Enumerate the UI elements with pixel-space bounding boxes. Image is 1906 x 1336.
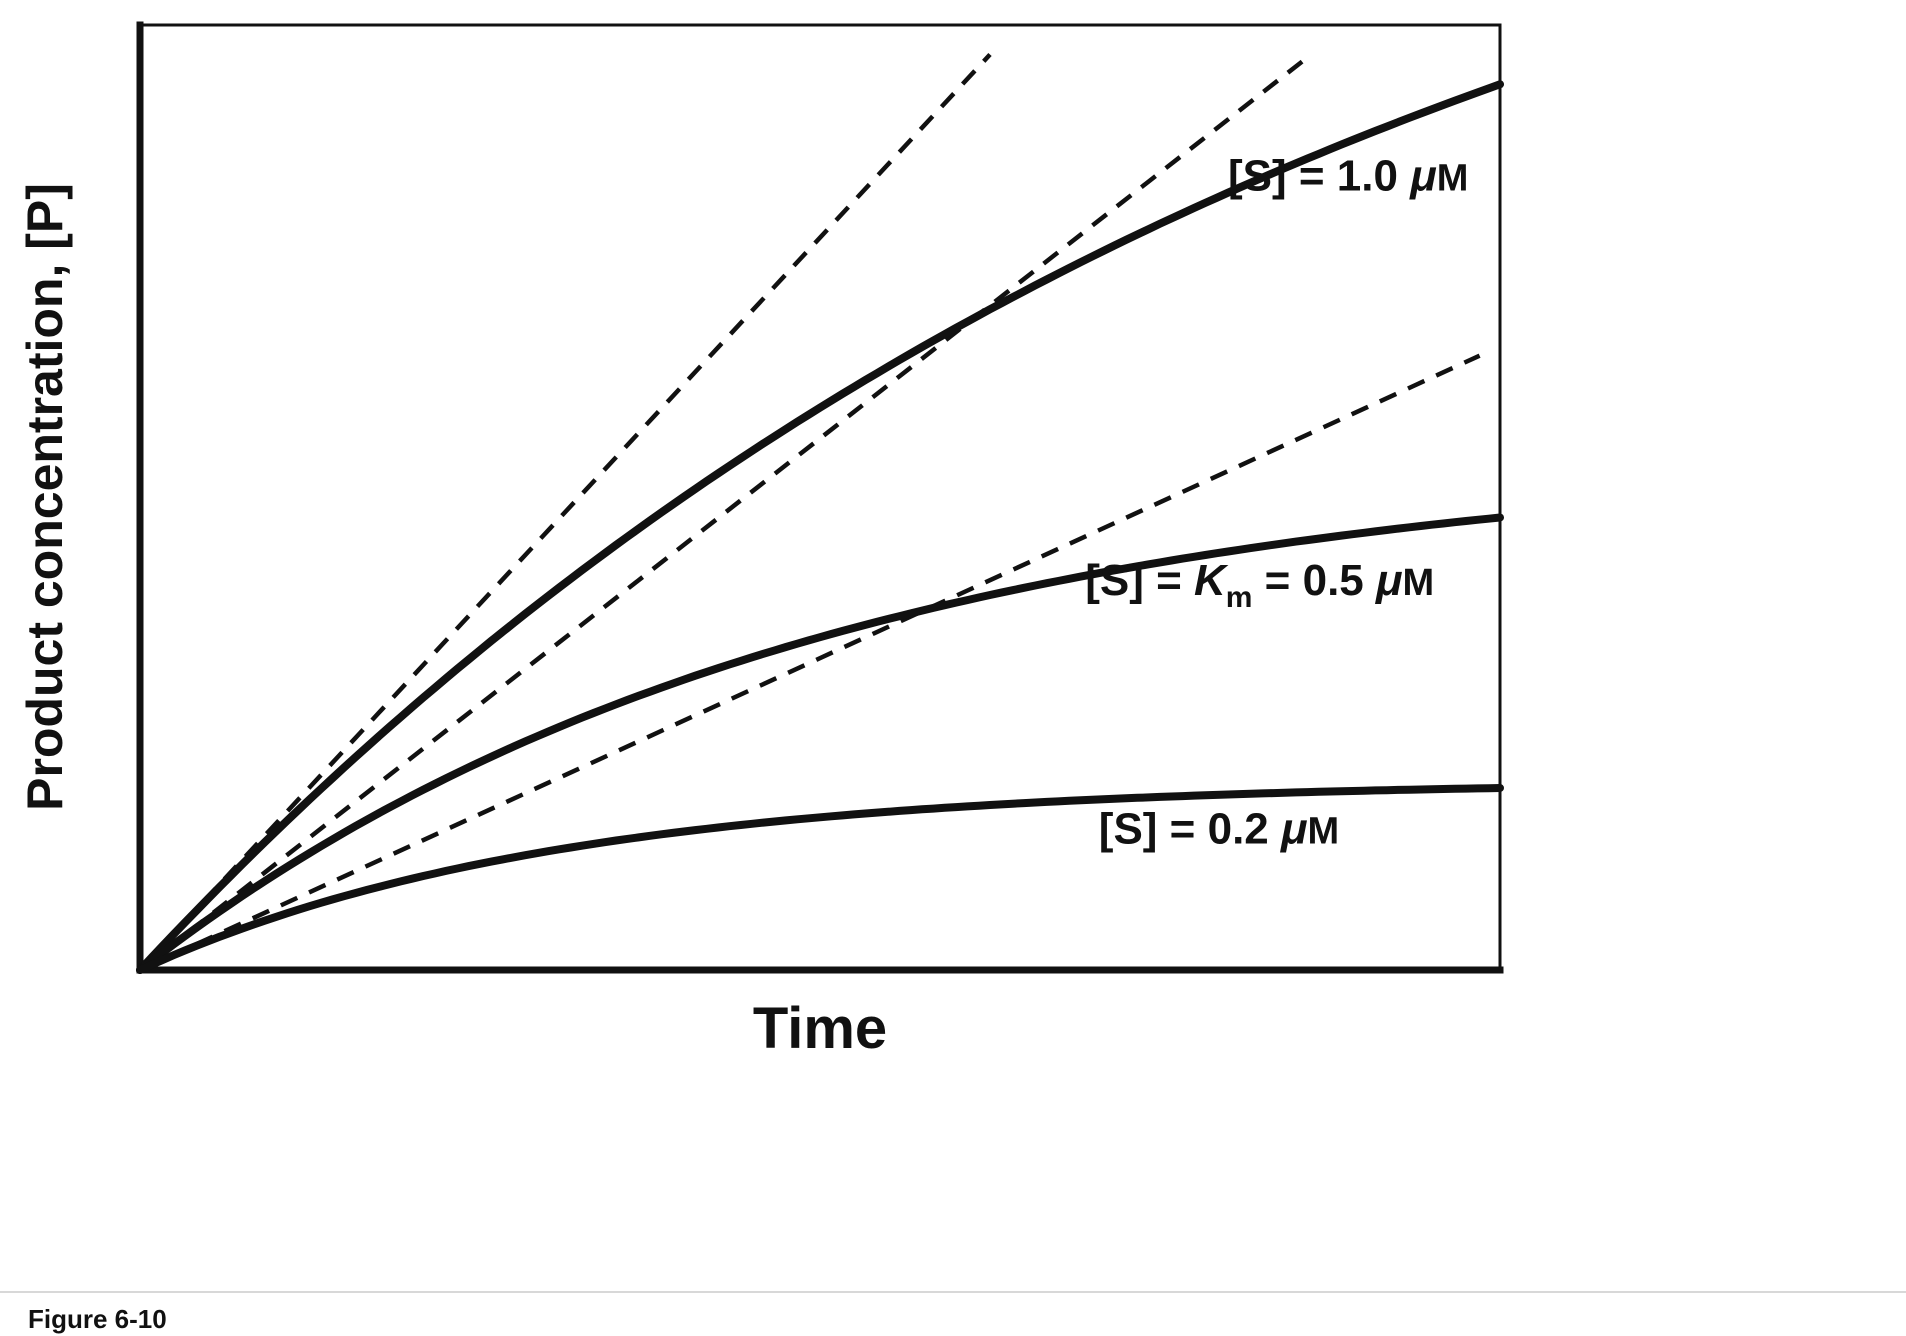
curve-label: [S] = 1.0 μM (1228, 151, 1468, 200)
curve-label: [S] = 0.2 μM (1099, 804, 1339, 853)
curve-label: [S] = Km = 0.5 μM (1085, 556, 1434, 614)
x-axis-label: Time (753, 996, 887, 1061)
figure-caption: Figure 6-10 (28, 1304, 167, 1334)
progress-curves (136, 80, 1504, 974)
y-axis-label: Product concentration, [P] (17, 183, 73, 811)
progress-curve (136, 784, 1504, 974)
initial-velocity-tangents (138, 53, 1481, 973)
progress-curve (136, 80, 1504, 974)
progress-curve (136, 513, 1504, 974)
curve-labels: [S] = 1.0 μM [S] = Km = 0.5 μM [S] = 0.2 μ… (1085, 151, 1468, 853)
plot-frame (136, 21, 1504, 974)
initial-velocity-tangent (138, 53, 992, 972)
